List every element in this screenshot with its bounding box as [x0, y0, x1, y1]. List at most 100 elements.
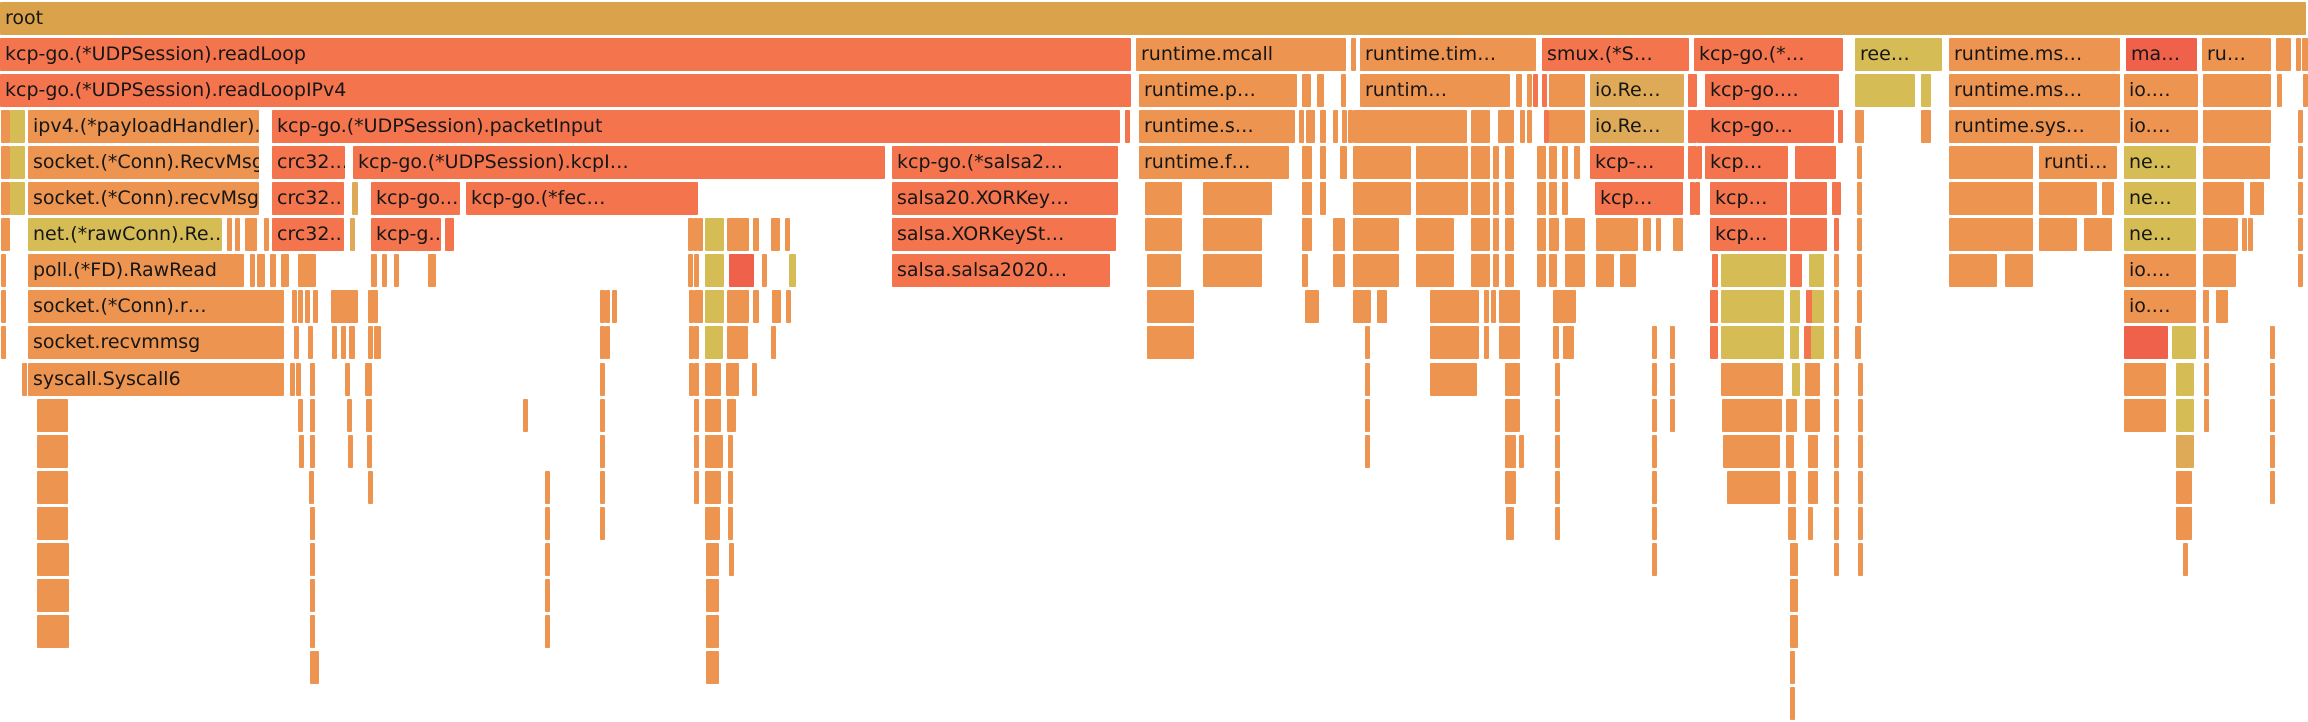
flame-frame[interactable]: [2298, 218, 2303, 252]
flame-frame[interactable]: [1804, 326, 1809, 360]
flame-frame[interactable]: [1537, 218, 1546, 252]
flame-frame[interactable]: [2208, 109, 2271, 143]
flame-frame[interactable]: [2203, 182, 2244, 215]
flame-frame[interactable]: [1537, 182, 1546, 215]
flame-frame-poll-fd-rawread[interactable]: poll.(*FD).RawRead: [28, 254, 244, 288]
flame-frame[interactable]: [310, 579, 315, 613]
flame-frame[interactable]: [600, 434, 605, 468]
flame-frame[interactable]: [309, 470, 314, 504]
flame-frame[interactable]: [1562, 182, 1568, 215]
flame-frame[interactable]: [2303, 73, 2308, 107]
flame-frame[interactable]: [706, 543, 719, 576]
flame-frame[interactable]: [705, 290, 724, 324]
flame-frame[interactable]: [694, 362, 699, 396]
flame-frame[interactable]: [314, 651, 319, 685]
flame-frame-socket-conn-recvmsgs[interactable]: socket.(*Conn).RecvMsgs: [28, 145, 259, 179]
flame-frame-runtime-p[interactable]: runtime.p…: [1139, 73, 1297, 107]
flame-frame[interactable]: [1790, 290, 1800, 324]
flame-frame[interactable]: [1471, 218, 1490, 252]
flame-frame[interactable]: [1555, 434, 1560, 468]
flame-frame[interactable]: [1805, 398, 1820, 432]
flame-frame[interactable]: [1692, 145, 1697, 179]
flame-frame-runtime-s[interactable]: runtime.s…: [1139, 109, 1295, 143]
flame-frame[interactable]: [1788, 470, 1793, 504]
flame-frame[interactable]: [1652, 434, 1657, 468]
flame-frame[interactable]: [729, 254, 754, 288]
flame-frame-kcp-go-udpsession-readloopipv4[interactable]: kcp-go.(*UDPSession).readLoopIPv4: [0, 73, 1131, 107]
flame-frame[interactable]: [1549, 109, 1585, 143]
flame-frame[interactable]: [1832, 182, 1837, 215]
flame-frame[interactable]: [2124, 398, 2166, 432]
flame-frame[interactable]: [545, 615, 550, 649]
flame-frame-ree[interactable]: ree…: [1855, 37, 1942, 71]
flame-frame[interactable]: [727, 326, 748, 360]
flame-frame-runtime-sys[interactable]: runtime.sys…: [1949, 109, 2120, 143]
flame-frame[interactable]: [693, 218, 698, 252]
flame-frame[interactable]: [37, 543, 69, 576]
flame-frame[interactable]: [1857, 218, 1862, 252]
flame-frame[interactable]: [1317, 73, 1324, 107]
flame-frame[interactable]: [2204, 326, 2209, 360]
flame-frame[interactable]: [1305, 290, 1319, 324]
flame-frame[interactable]: [2270, 398, 2275, 432]
flame-frame[interactable]: [694, 470, 699, 504]
flame-frame[interactable]: [786, 290, 791, 324]
flame-frame[interactable]: [1320, 182, 1326, 215]
flame-frame[interactable]: [5, 145, 10, 179]
flame-frame[interactable]: [1790, 254, 1802, 288]
flame-frame[interactable]: [1555, 470, 1560, 504]
flame-frame[interactable]: [2242, 218, 2247, 252]
flame-frame[interactable]: [785, 218, 790, 252]
flame-frame[interactable]: [545, 579, 550, 613]
flame-frame[interactable]: [2270, 362, 2275, 396]
flame-frame[interactable]: [1493, 254, 1499, 288]
flame-frame[interactable]: [1723, 434, 1780, 468]
flame-frame[interactable]: [1505, 398, 1520, 432]
flame-frame[interactable]: [753, 218, 759, 252]
flame-frame[interactable]: [298, 290, 303, 324]
flame-frame[interactable]: [1688, 73, 1693, 107]
flame-frame[interactable]: [2124, 326, 2168, 360]
flame-frame[interactable]: [1652, 326, 1657, 360]
flame-frame[interactable]: [1855, 326, 1861, 360]
flame-frame[interactable]: [605, 326, 610, 360]
flame-frame[interactable]: [1789, 434, 1794, 468]
flame-frame[interactable]: [1499, 326, 1520, 360]
flame-frame[interactable]: [1342, 109, 1347, 143]
flame-frame[interactable]: [2039, 218, 2077, 252]
flame-frame[interactable]: [1340, 145, 1347, 179]
flame-frame-salsa20-xorkey[interactable]: salsa20.XORKey…: [892, 182, 1118, 215]
flame-frame[interactable]: [706, 579, 719, 613]
flame-frame[interactable]: [292, 290, 297, 324]
flame-frame[interactable]: [37, 434, 68, 468]
flame-frame[interactable]: [1857, 182, 1862, 215]
flame-frame[interactable]: [1921, 109, 1931, 143]
flame-frame[interactable]: [1855, 73, 1915, 107]
flame-frame[interactable]: [1713, 326, 1718, 360]
flame-frame[interactable]: [1692, 109, 1697, 143]
flame-frame[interactable]: [1505, 434, 1516, 468]
flame-frame-kcp[interactable]: kcp…: [1595, 182, 1683, 215]
flame-frame[interactable]: [1834, 290, 1839, 324]
flame-frame[interactable]: [2203, 254, 2236, 288]
flame-frame[interactable]: [1790, 218, 1827, 252]
flame-frame-io[interactable]: io.…: [2124, 73, 2198, 107]
flame-frame[interactable]: [1145, 182, 1182, 215]
flame-frame[interactable]: [1553, 290, 1576, 324]
flame-frame[interactable]: [1430, 362, 1477, 396]
flame-frame[interactable]: [1790, 687, 1795, 721]
flame-frame[interactable]: [1320, 145, 1326, 179]
flame-frame[interactable]: [349, 326, 355, 360]
flame-frame[interactable]: [772, 290, 781, 324]
flame-frame[interactable]: [1858, 470, 1863, 504]
flame-frame-syscall-syscall6[interactable]: syscall.Syscall6: [28, 362, 284, 396]
flame-frame[interactable]: [688, 218, 693, 252]
flame-frame[interactable]: [374, 326, 381, 360]
flame-frame[interactable]: [10, 145, 25, 179]
flame-frame[interactable]: [694, 398, 699, 432]
flame-frame[interactable]: [1302, 145, 1312, 179]
flame-frame[interactable]: [2203, 73, 2271, 107]
flame-frame-kcp[interactable]: kcp-…: [1590, 145, 1684, 179]
flame-frame[interactable]: [368, 326, 373, 360]
flame-frame[interactable]: [371, 254, 377, 288]
